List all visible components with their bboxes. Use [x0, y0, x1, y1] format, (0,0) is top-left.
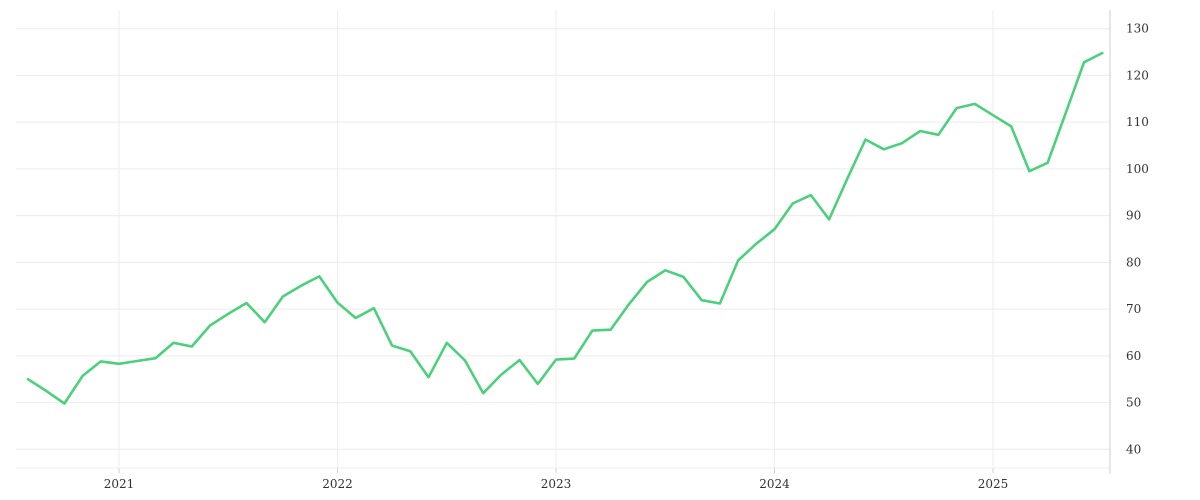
data-point	[955, 107, 957, 109]
data-point	[773, 228, 775, 230]
data-point	[792, 202, 794, 204]
data-point	[537, 383, 539, 385]
data-point	[63, 402, 65, 404]
data-point	[482, 392, 484, 394]
y-tick-label: 120	[1126, 68, 1149, 82]
series-layer	[26, 51, 1104, 405]
data-point	[391, 344, 393, 346]
data-point	[264, 321, 266, 323]
data-point	[464, 359, 466, 361]
data-point	[992, 114, 994, 116]
data-point	[919, 130, 921, 132]
data-point	[500, 373, 502, 375]
data-point	[628, 303, 630, 305]
x-tick-label: 2024	[759, 477, 790, 491]
data-point	[245, 302, 247, 304]
data-point	[118, 363, 120, 365]
data-point	[755, 243, 757, 245]
y-tick-label: 50	[1126, 396, 1141, 410]
data-point	[446, 342, 448, 344]
data-point	[355, 317, 357, 319]
data-point	[300, 285, 302, 287]
y-tick-label: 110	[1126, 115, 1149, 129]
x-tick-label: 2022	[322, 477, 353, 491]
data-point	[1101, 52, 1103, 54]
x-tick-label: 2023	[541, 477, 572, 491]
data-point	[664, 269, 666, 271]
data-point	[27, 378, 29, 380]
data-point	[1083, 61, 1085, 63]
data-point	[336, 301, 338, 303]
data-point	[937, 134, 939, 136]
data-point	[373, 307, 375, 309]
y-tick-label: 130	[1126, 22, 1149, 36]
data-point	[609, 329, 611, 331]
data-point	[154, 357, 156, 359]
data-point	[1046, 162, 1048, 164]
data-point	[209, 324, 211, 326]
data-point	[682, 276, 684, 278]
data-point	[518, 359, 520, 361]
data-point	[555, 358, 557, 360]
data-point	[427, 376, 429, 378]
x-axis-ticks: 2021 2022 2023 2024 2025	[104, 477, 1009, 491]
data-point	[100, 360, 102, 362]
data-point	[1028, 170, 1030, 172]
data-point	[1065, 112, 1067, 114]
data-point	[227, 313, 229, 315]
data-point	[901, 142, 903, 144]
data-point	[974, 103, 976, 105]
y-axis-ticks: 40 50 60 70 80 90 100 110 120 130	[1126, 22, 1149, 457]
data-point	[646, 281, 648, 283]
y-tick-label: 40	[1126, 442, 1141, 456]
series-line	[26, 51, 1104, 405]
data-point	[81, 375, 83, 377]
data-point	[172, 342, 174, 344]
y-tick-label: 100	[1126, 162, 1149, 176]
data-point	[191, 345, 193, 347]
data-point	[45, 390, 47, 392]
x-tick-label: 2025	[978, 477, 1009, 491]
x-tick-label: 2021	[104, 477, 135, 491]
data-point	[318, 275, 320, 277]
y-tick-label: 90	[1126, 209, 1141, 223]
data-point	[883, 148, 885, 150]
data-point	[846, 178, 848, 180]
data-point	[701, 299, 703, 301]
y-tick-label: 70	[1126, 302, 1141, 316]
data-point	[719, 302, 721, 304]
y-tick-label: 60	[1126, 349, 1141, 363]
data-point	[136, 360, 138, 362]
y-tick-label: 80	[1126, 255, 1141, 269]
data-point	[828, 218, 830, 220]
data-point	[282, 295, 284, 297]
grid-layer	[16, 10, 1110, 468]
data-point	[591, 329, 593, 331]
data-point	[409, 350, 411, 352]
data-point	[573, 357, 575, 359]
data-point	[864, 138, 866, 140]
axis-layer	[16, 10, 1111, 474]
data-point	[810, 194, 812, 196]
data-point	[1010, 125, 1012, 127]
data-point	[737, 259, 739, 261]
